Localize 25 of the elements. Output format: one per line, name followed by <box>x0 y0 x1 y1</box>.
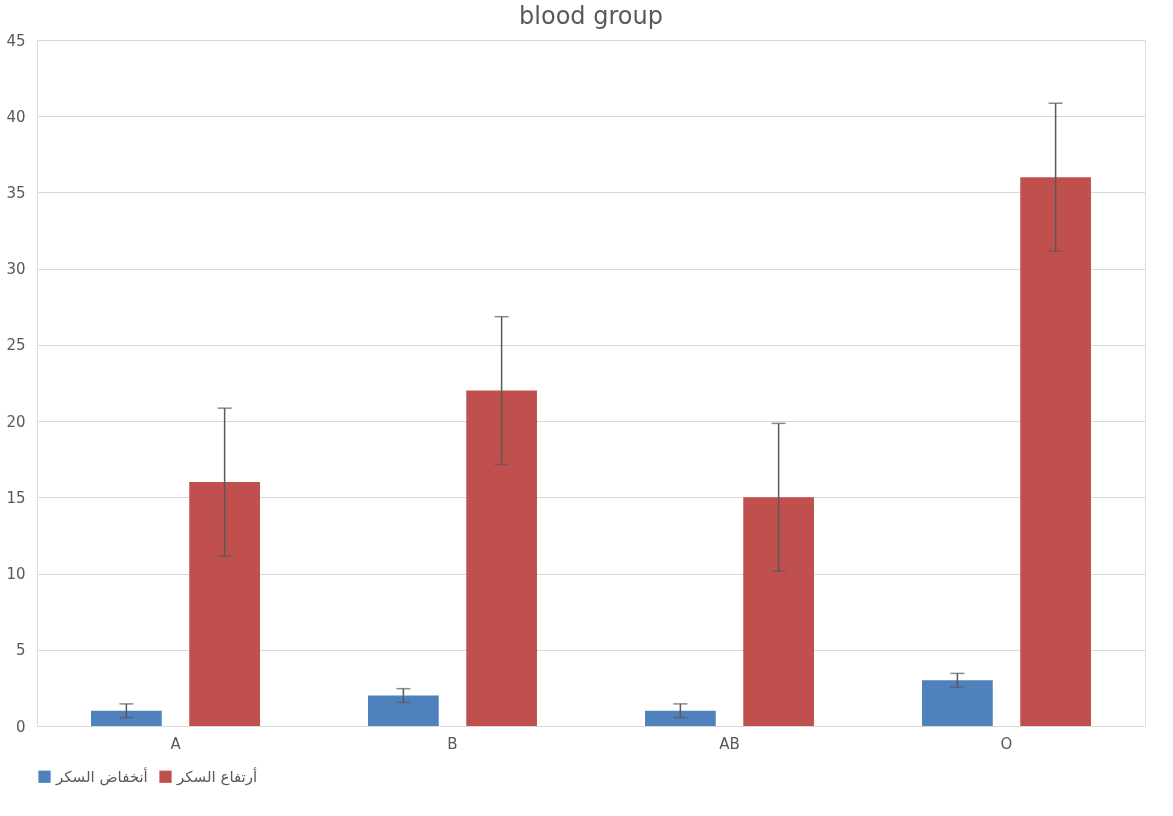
bar <box>91 710 162 726</box>
bar <box>922 680 993 726</box>
y-tick-label: 30 <box>6 260 26 279</box>
chart-title: blood group <box>519 2 663 30</box>
bar <box>743 497 814 726</box>
x-tick-label: AB <box>719 734 740 753</box>
y-tick-label: 15 <box>6 488 26 507</box>
y-tick-label: 0 <box>15 717 26 736</box>
y-tick-label: 40 <box>6 107 26 126</box>
y-tick-label: 25 <box>6 336 26 355</box>
bar <box>645 710 716 726</box>
y-tick-label: 5 <box>15 641 26 660</box>
x-tick-label: B <box>447 734 458 753</box>
y-tick-label: 10 <box>6 565 26 584</box>
bar <box>466 390 537 726</box>
y-tick-label: 20 <box>6 412 26 431</box>
legend-label: أرتفاع السكر <box>176 766 258 786</box>
bar <box>1020 177 1091 726</box>
x-tick-label: A <box>170 734 182 753</box>
bar <box>189 482 260 726</box>
bar <box>368 695 439 726</box>
y-tick-label: 45 <box>6 31 26 50</box>
x-tick-label: O <box>1000 734 1013 753</box>
legend-label: أنخفاض السكر <box>55 766 148 786</box>
y-tick-label: 35 <box>6 183 26 202</box>
